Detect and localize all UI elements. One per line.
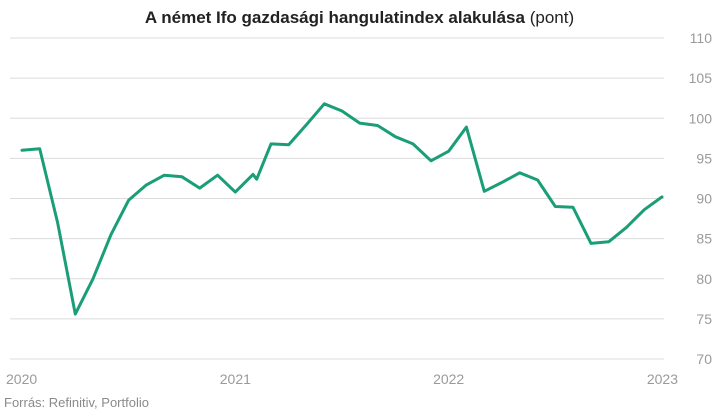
x-axis-ticks: 2020 2021 2022 2023 (6, 371, 678, 387)
y-tick-label: 100 (689, 110, 713, 126)
y-tick-label: 70 (696, 351, 712, 367)
y-tick-label: 95 (696, 150, 712, 166)
chart-title-unit: (pont) (529, 8, 575, 27)
source-note: Forrás: Refinitiv, Portfolio (4, 395, 149, 410)
y-tick-label: 85 (696, 231, 712, 247)
x-tick-label: 2021 (220, 371, 251, 387)
chart-title: A német Ifo gazdasági hangulatindex alak… (0, 8, 719, 28)
x-tick-label: 2022 (433, 371, 464, 387)
series-line (20, 102, 664, 316)
y-tick-label: 105 (689, 70, 713, 86)
series-group (20, 102, 664, 316)
chart-title-text: A német Ifo gazdasági hangulatindex alak… (144, 8, 525, 27)
y-tick-label: 90 (696, 191, 712, 207)
x-tick-label: 2023 (647, 371, 678, 387)
y-tick-label: 75 (696, 311, 712, 327)
gridlines (10, 37, 664, 360)
y-tick-label: 80 (696, 271, 712, 287)
y-tick-label: 110 (690, 30, 713, 46)
x-tick-label: 2020 (6, 371, 37, 387)
y-axis-ticks: 70 75 80 85 90 95 100 105 110 (689, 30, 713, 367)
